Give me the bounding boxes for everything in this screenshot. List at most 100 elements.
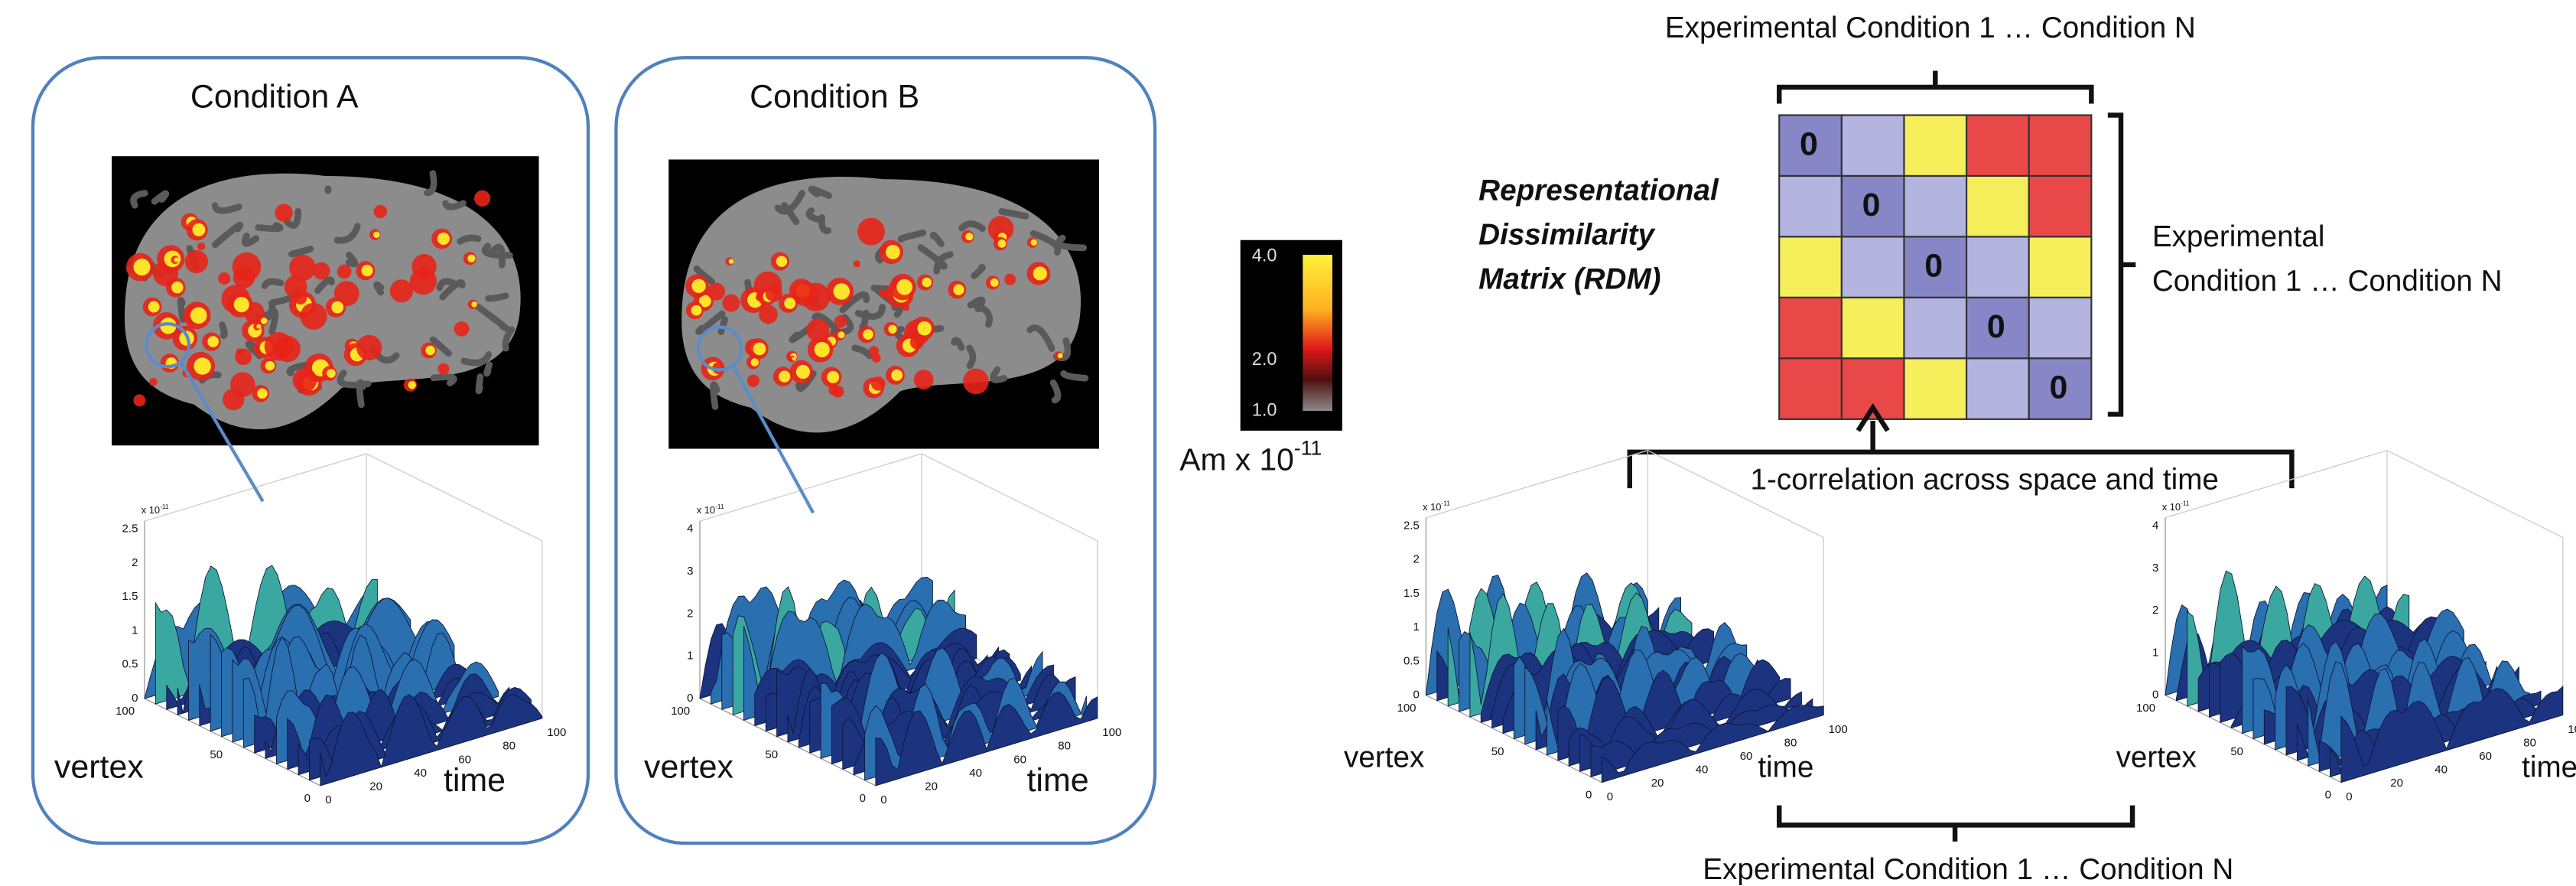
brain-activation — [766, 285, 782, 301]
rdm-cell — [2029, 115, 2092, 175]
time-tick-label: 40 — [414, 767, 427, 780]
brain-activation — [474, 191, 490, 207]
brain-sulcus — [376, 285, 381, 292]
brain-activation — [327, 369, 336, 378]
brain-activation — [776, 256, 787, 266]
brain-activation — [1004, 274, 1016, 285]
brain-activation — [197, 243, 205, 250]
time-tick-label: 40 — [969, 767, 982, 780]
rdm-cell — [1779, 358, 1842, 419]
brain-activation — [230, 372, 255, 396]
brain-sulcus — [460, 238, 478, 242]
brain-activation — [275, 204, 292, 221]
time-tick-label: 100 — [2568, 723, 2576, 736]
z-tick-label: 0 — [132, 692, 138, 705]
brain-activation — [707, 283, 725, 301]
time-tick-label: 80 — [503, 740, 516, 753]
brain-sulcus — [181, 300, 183, 319]
z-tick-label: 4 — [687, 523, 693, 536]
brain-activation — [872, 353, 881, 363]
vertex-tick-label: 50 — [2230, 745, 2243, 758]
brain-activation — [914, 370, 934, 389]
brain-sulcus — [489, 296, 506, 298]
colorbar-tick-label: 2.0 — [1252, 350, 1277, 370]
vertex-tick-label: 50 — [210, 748, 223, 761]
z-tick-label: 2 — [687, 607, 693, 620]
rdm-side-label: Condition 1 … Condition N — [2152, 265, 2503, 298]
z-tick-label: 1.5 — [1403, 587, 1420, 600]
time-tick-label: 60 — [1740, 750, 1753, 763]
brain-activation — [998, 239, 1007, 248]
colorbar-tick-label: 4.0 — [1252, 246, 1277, 265]
brain-activation — [834, 283, 850, 299]
colorbar-gradient — [1303, 255, 1332, 411]
time-tick-label: 100 — [1102, 726, 1121, 739]
axis-label-time: time — [2522, 751, 2576, 784]
rdm-cell — [2029, 236, 2092, 297]
brain-activation — [261, 318, 268, 324]
brain-activation — [149, 378, 158, 386]
rdm-cell — [1904, 298, 1966, 358]
rdm-top-label: Experimental Condition 1 … Condition N — [1665, 11, 2196, 44]
brain-activation — [289, 255, 316, 282]
rdm-cell — [1842, 236, 1904, 297]
brain-activation — [192, 223, 205, 236]
vertex-tick-label: 100 — [2136, 702, 2155, 715]
brain-activation — [747, 375, 759, 387]
brain-activation — [922, 278, 932, 288]
brain-activation — [753, 343, 766, 356]
time-tick-label: 60 — [1013, 753, 1026, 766]
brain-activation — [190, 308, 207, 324]
brain-activation — [331, 301, 343, 314]
rdm-side-label: Experimental — [2152, 220, 2325, 253]
rdm-diagonal-label: 0 — [1924, 248, 1943, 285]
brain-activation — [888, 325, 896, 334]
brain-activation — [1033, 266, 1047, 280]
brain-activation — [337, 265, 352, 279]
brain-activation — [963, 369, 989, 395]
z-tick-label: 1 — [132, 624, 138, 637]
plot-scale-label-exponent: -11 — [1441, 500, 1450, 507]
brain-activation — [133, 394, 145, 406]
brain-activation — [834, 315, 847, 328]
rdm-cell — [1966, 115, 2029, 175]
brain-activation — [691, 305, 702, 316]
plot-scale-label-exponent: -11 — [715, 503, 724, 510]
z-tick-label: 1 — [1413, 621, 1419, 634]
brain-activation — [425, 346, 434, 355]
plot-scale-label: x 10-11 — [141, 503, 169, 516]
brain-activation — [891, 370, 903, 381]
rdm-cell — [1966, 176, 2029, 236]
brain-activation — [838, 331, 844, 338]
time-tick-label: 0 — [325, 793, 331, 806]
brain-activation — [832, 386, 844, 398]
brain-activation — [471, 301, 476, 307]
rdm-title: Representational — [1478, 174, 1719, 207]
brain-activation — [207, 336, 219, 347]
brain-activation — [408, 381, 415, 389]
time-tick-label: 40 — [1696, 764, 1709, 777]
brain-activation — [437, 363, 449, 375]
brain-sulcus — [445, 204, 463, 207]
vertex-tick-label: 0 — [2325, 789, 2331, 802]
vertex-tick-label: 0 — [304, 792, 311, 805]
time-tick-label: 0 — [880, 793, 886, 806]
brain-activation — [871, 376, 886, 391]
time-tick-label: 0 — [2346, 790, 2352, 803]
plot-scale-label-base: x 10 — [2162, 501, 2181, 513]
rdm-cell — [1966, 358, 2029, 419]
bracket — [1779, 70, 2091, 103]
plot-box-edge — [366, 454, 542, 541]
axis-label-vertex: vertex — [644, 749, 733, 786]
plot-scale-label: x 10-11 — [697, 503, 724, 516]
brain-activation — [1058, 353, 1063, 358]
brain-sulcus — [1053, 383, 1058, 400]
plot-scale-label-base: x 10 — [697, 505, 715, 516]
time-tick-label: 0 — [1607, 790, 1613, 803]
z-tick-label: 2.5 — [1403, 519, 1420, 532]
axis-label-time: time — [1758, 751, 1813, 784]
brain-activation — [1031, 239, 1037, 246]
time-tick-label: 20 — [1651, 777, 1664, 790]
rdm-cell — [1904, 358, 1966, 419]
time-tick-label: 80 — [1058, 740, 1071, 753]
